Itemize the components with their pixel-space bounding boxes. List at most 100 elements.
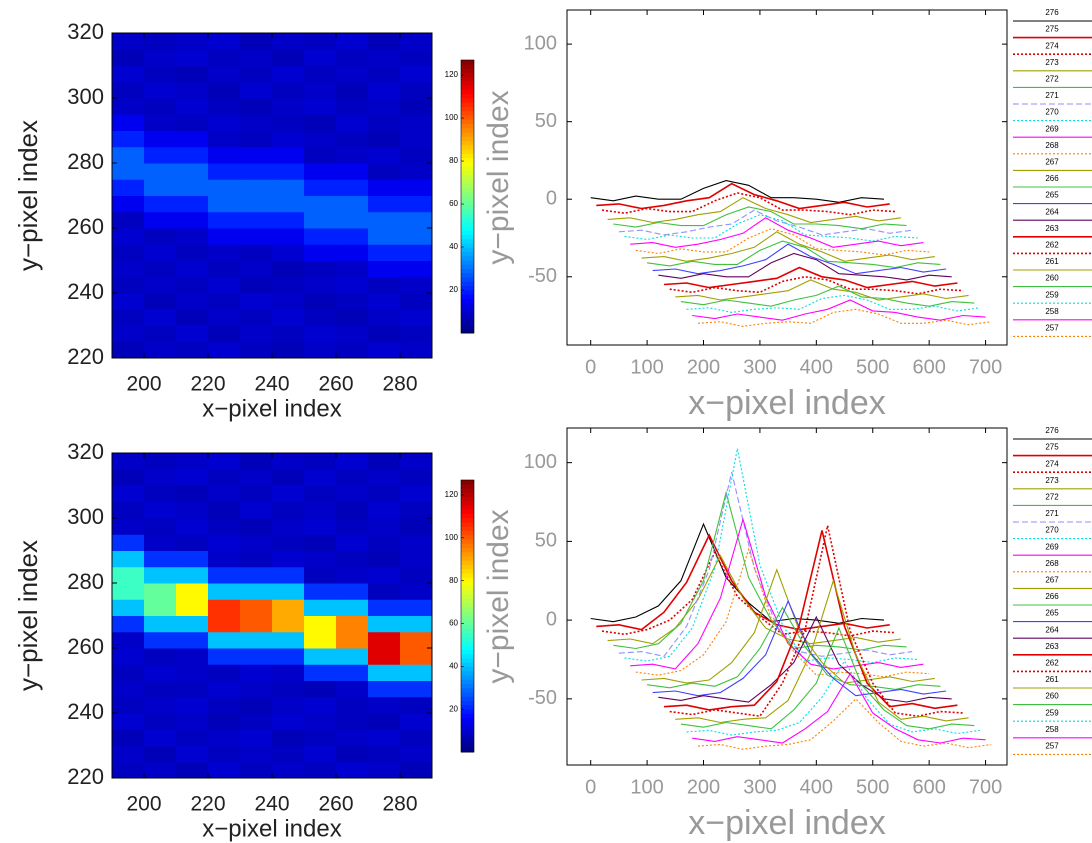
heat-cell bbox=[208, 49, 241, 66]
heat-cell bbox=[336, 195, 369, 213]
colorbar-segment bbox=[461, 200, 474, 206]
heat-cell bbox=[208, 33, 241, 50]
colorbar-segment bbox=[461, 586, 474, 591]
colorbar-segment bbox=[461, 102, 474, 108]
colorbar-segment bbox=[461, 667, 474, 672]
heat-cell bbox=[272, 33, 305, 50]
heat-cell bbox=[208, 146, 241, 164]
heat-cell bbox=[336, 745, 369, 763]
heat-cell bbox=[272, 195, 305, 213]
heat-cell bbox=[400, 599, 433, 616]
x-tick-label: 100 bbox=[630, 776, 663, 798]
heat-cell bbox=[304, 453, 337, 470]
heat-cell bbox=[336, 65, 369, 83]
colorbar-segment bbox=[461, 522, 474, 528]
colorbar-segment bbox=[461, 497, 474, 502]
colorbar-segment bbox=[461, 290, 474, 296]
colorbar-segment bbox=[461, 98, 474, 104]
heat-cell bbox=[240, 534, 273, 551]
colorbar-segment bbox=[461, 743, 474, 749]
heat-cell bbox=[272, 566, 305, 584]
heat-cell bbox=[368, 518, 401, 535]
heat-cell bbox=[336, 648, 369, 665]
colorbar-segment bbox=[461, 548, 474, 553]
heat-cell bbox=[368, 228, 401, 245]
heat-cell bbox=[304, 631, 337, 649]
heat-cell bbox=[304, 664, 337, 681]
colorbar-segment bbox=[461, 539, 474, 545]
colorbar-segment bbox=[461, 535, 474, 540]
series-line bbox=[692, 672, 986, 744]
colorbar-segment bbox=[461, 187, 474, 193]
x-tick-label: 400 bbox=[800, 356, 833, 378]
colorbar-tick-label: 20 bbox=[449, 285, 458, 294]
colorbar-segment bbox=[461, 123, 474, 129]
heat-cell bbox=[400, 615, 433, 633]
heat-cell bbox=[240, 244, 273, 261]
series-line bbox=[697, 308, 992, 327]
heat-cell bbox=[208, 469, 241, 486]
heat-cell bbox=[240, 114, 273, 131]
heat-cell bbox=[176, 696, 209, 714]
colorbar-segment bbox=[461, 671, 474, 676]
heat-cell bbox=[400, 631, 433, 649]
heat-cell bbox=[368, 163, 401, 180]
legend-label: 273 bbox=[1045, 476, 1059, 485]
heat-cell bbox=[240, 501, 273, 519]
heat-cell bbox=[336, 680, 369, 698]
heat-cell bbox=[240, 228, 273, 245]
heat-cell bbox=[240, 65, 273, 83]
heat-cell bbox=[144, 114, 177, 131]
heat-cell bbox=[144, 501, 177, 519]
x-tick-label: 200 bbox=[687, 356, 720, 378]
heat-cell bbox=[144, 81, 177, 99]
colorbar-segment bbox=[461, 594, 474, 600]
heat-cell bbox=[240, 260, 273, 278]
legend-label: 260 bbox=[1045, 274, 1059, 283]
heat-cell bbox=[368, 696, 401, 714]
heat-cell bbox=[176, 276, 209, 294]
heat-cell bbox=[144, 518, 177, 535]
heat-cell bbox=[368, 309, 401, 326]
legend-label: 267 bbox=[1045, 158, 1059, 167]
heat-cell bbox=[144, 179, 177, 196]
heat-cell bbox=[208, 114, 241, 131]
heat-cell bbox=[336, 501, 369, 519]
heat-cell bbox=[144, 485, 177, 503]
heat-cell bbox=[240, 98, 273, 115]
heat-cell bbox=[208, 244, 241, 261]
heat-cell bbox=[400, 325, 433, 343]
heat-cell bbox=[336, 163, 369, 180]
heat-cell bbox=[240, 276, 273, 294]
colorbar-segment bbox=[461, 311, 474, 317]
x-axis-label: x−pixel index bbox=[202, 395, 341, 422]
heat-cell bbox=[176, 33, 209, 50]
heat-cell bbox=[368, 49, 401, 66]
heat-cell bbox=[112, 179, 145, 196]
heat-cell bbox=[272, 745, 305, 763]
colorbar-frame bbox=[460, 479, 475, 753]
heat-cell bbox=[176, 81, 209, 99]
y-tick-label: 300 bbox=[67, 84, 104, 109]
heat-cell bbox=[304, 566, 337, 584]
heat-cell bbox=[272, 550, 305, 568]
heat-cell bbox=[176, 228, 209, 245]
y-tick-label: 220 bbox=[67, 764, 104, 789]
heat-cell bbox=[272, 228, 305, 245]
series-line bbox=[686, 294, 980, 313]
heat-cell bbox=[112, 664, 145, 681]
heat-cell bbox=[400, 179, 433, 196]
heat-cell bbox=[336, 518, 369, 535]
heat-cell bbox=[304, 211, 337, 229]
heat-cell bbox=[240, 761, 273, 779]
heat-cell bbox=[144, 664, 177, 681]
legend-label: 272 bbox=[1045, 75, 1059, 84]
y-tick-label: 100 bbox=[524, 451, 557, 473]
colorbar-segment bbox=[461, 722, 474, 727]
colorbar-segment bbox=[461, 739, 474, 744]
heat-cell bbox=[176, 566, 209, 584]
colorbar-segment bbox=[461, 582, 474, 587]
y-axis-label: y−pixel index bbox=[13, 120, 43, 271]
series-line bbox=[630, 517, 924, 670]
heat-cell bbox=[208, 195, 241, 213]
